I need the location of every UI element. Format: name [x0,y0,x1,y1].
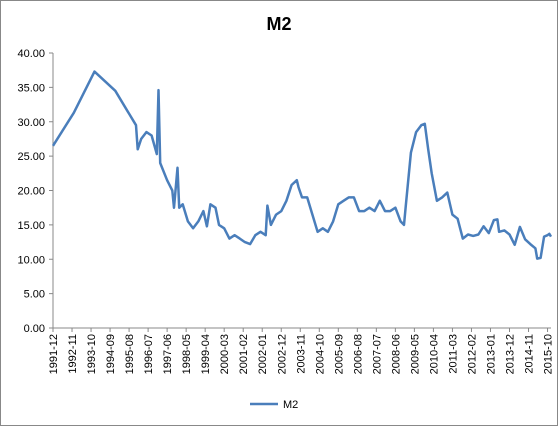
x-tick-label: 1997-06 [162,334,174,374]
y-tick-label: 5.00 [24,289,45,301]
y-tick-label: 30.00 [17,117,45,129]
y-tick-label: 35.00 [17,82,45,94]
x-tick-label: 2012-02 [466,334,478,374]
y-tick-label: 15.00 [17,220,45,232]
x-tick-label: 1998-05 [181,334,193,374]
x-tick-label: 1992-11 [67,334,79,374]
x-tick-label: 2013-01 [485,334,497,374]
chart-title: M2 [266,14,291,34]
x-tick-label: 1996-07 [143,334,155,374]
x-tick-label: 2001-02 [238,334,250,374]
x-tick-label: 2002-01 [257,334,269,374]
x-tick-label: 2011-03 [447,334,459,374]
x-tick-label: 2010-04 [428,334,440,374]
x-tick-label: 2006-08 [352,334,364,374]
y-tick-label: 0.00 [24,323,45,335]
x-tick-label: 2013-12 [505,334,517,374]
x-tick-label: 1999-04 [200,334,212,374]
x-tick-label: 2005-09 [333,334,345,374]
x-tick-label: 2004-10 [314,334,326,374]
x-tick-label: 2000-03 [219,334,231,374]
y-tick-label: 25.00 [17,151,45,163]
x-tick-label: 2014-11 [524,334,536,374]
x-tick-label: 1993-10 [86,334,98,374]
x-tick-label: 2007-07 [371,334,383,374]
x-tick-label: 1994-09 [105,334,117,374]
x-tick-label: 2008-06 [390,334,402,374]
y-tick-label: 40.00 [17,48,45,60]
x-tick-label: 2003-11 [295,334,307,374]
x-tick-label: 2002-12 [276,334,288,374]
y-tick-label: 10.00 [17,254,45,266]
x-tick-label: 1995-08 [124,334,136,374]
legend-label: M2 [283,399,298,411]
series-line [51,70,553,260]
x-tick-label: 1991-12 [48,334,60,374]
x-tick-label: 2009-05 [409,334,421,374]
x-tick-label: 2015-10 [543,334,555,374]
y-tick-label: 20.00 [17,186,45,198]
